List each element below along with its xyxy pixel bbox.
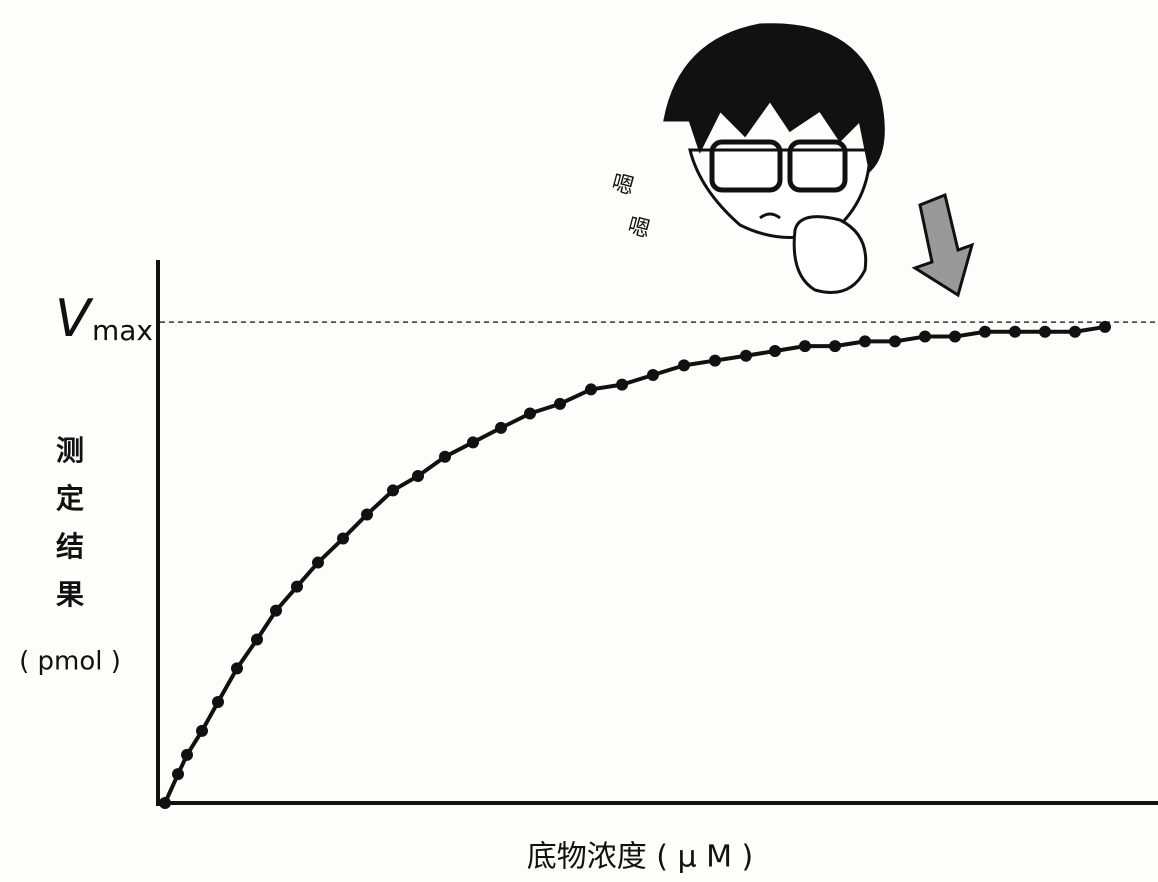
data-point: [495, 421, 507, 434]
data-point: [949, 330, 961, 343]
data-point: [799, 340, 811, 353]
data-point: [251, 633, 263, 646]
data-point: [709, 354, 721, 367]
y-axis-label: 结: [56, 530, 84, 563]
data-point: [172, 768, 184, 781]
data-point: [439, 450, 451, 463]
data-point: [1069, 325, 1081, 338]
data-point: [387, 484, 399, 497]
vmax-label: V: [55, 289, 94, 349]
data-point: [616, 378, 628, 391]
data-point: [1039, 325, 1051, 338]
data-point: [1009, 325, 1021, 338]
data-point: [554, 397, 566, 410]
data-point: [159, 797, 171, 809]
data-point: [412, 469, 424, 482]
y-axis-label: ( pmol ): [19, 647, 121, 677]
data-point: [231, 662, 243, 675]
data-point: [859, 335, 871, 348]
data-point: [337, 532, 349, 545]
data-point: [212, 696, 224, 709]
data-point: [1099, 320, 1111, 333]
vmax-label-sub: max: [92, 314, 153, 347]
data-point: [740, 349, 752, 362]
y-axis-label: 果: [56, 578, 84, 611]
data-point: [196, 724, 208, 737]
data-point: [647, 369, 659, 382]
x-axis-label: 底物浓度 ( μ M ): [527, 840, 754, 875]
data-point: [919, 330, 931, 343]
data-point: [181, 748, 193, 761]
data-point: [678, 359, 690, 372]
data-point: [467, 436, 479, 449]
data-point: [585, 383, 597, 396]
data-point: [361, 508, 373, 521]
data-point: [769, 344, 781, 357]
y-axis-label: 测: [56, 434, 84, 467]
character: [663, 23, 975, 298]
y-axis-label: 定: [56, 482, 84, 515]
data-point: [829, 340, 841, 353]
data-point: [270, 604, 282, 617]
data-point: [291, 580, 303, 593]
data-point: [524, 407, 536, 420]
data-point: [889, 335, 901, 348]
data-point: [979, 325, 991, 338]
data-point: [312, 556, 324, 569]
